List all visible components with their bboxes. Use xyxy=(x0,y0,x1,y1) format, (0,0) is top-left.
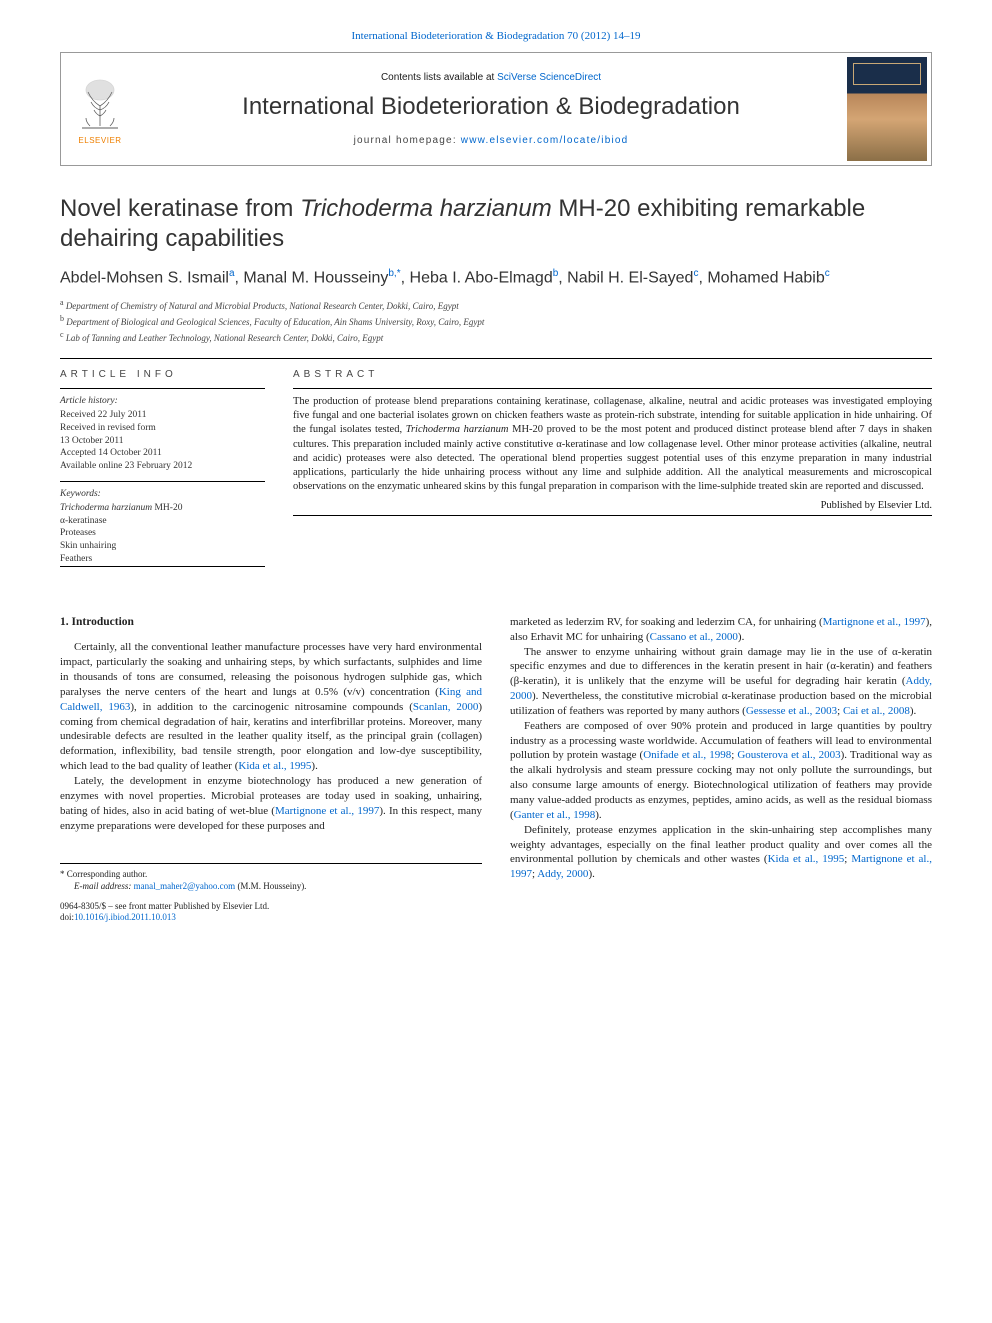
body-col-right: marketed as lederzim RV, for soaking and… xyxy=(510,615,932,924)
copyright-block: 0964-8305/$ – see front matter Published… xyxy=(60,901,482,924)
journal-homepage: journal homepage: www.elsevier.com/locat… xyxy=(354,135,629,146)
contents-available: Contents lists available at SciVerse Sci… xyxy=(381,72,601,83)
article-title: Novel keratinase from Trichoderma harzia… xyxy=(60,194,932,254)
homepage-prefix: journal homepage: xyxy=(354,135,461,146)
cover-thumbnail xyxy=(847,57,927,161)
article-info-heading: ARTICLE INFO xyxy=(60,359,265,388)
author-2: , Manal M. Housseiny xyxy=(235,269,389,286)
journal-title: International Biodeterioration & Biodegr… xyxy=(242,93,740,121)
col2-p1: marketed as lederzim RV, for soaking and… xyxy=(510,615,932,645)
ref-link[interactable]: Kida et al., 1995 xyxy=(768,853,845,865)
email-link[interactable]: manal_maher2@yahoo.com xyxy=(134,881,236,891)
citation-link[interactable]: International Biodeterioration & Biodegr… xyxy=(352,30,641,42)
ref-link[interactable]: Ganter et al., 1998 xyxy=(514,809,596,821)
title-pre: Novel keratinase from xyxy=(60,195,300,222)
revised-line1: Received in revised form xyxy=(60,422,265,435)
col2-p3: Feathers are composed of over 90% protei… xyxy=(510,719,932,823)
sciencedirect-link[interactable]: SciVerse ScienceDirect xyxy=(497,72,601,83)
email-suffix: (M.M. Housseiny). xyxy=(235,881,306,891)
header-center: Contents lists available at SciVerse Sci… xyxy=(139,53,843,165)
intro-heading: 1. Introduction xyxy=(60,615,482,631)
intro-p2: Lately, the development in enzyme biotec… xyxy=(60,774,482,833)
ref-link[interactable]: Cai et al., 2008 xyxy=(843,705,910,717)
journal-header: ELSEVIER Contents lists available at Sci… xyxy=(60,52,932,166)
journal-cover xyxy=(843,53,931,165)
ref-link[interactable]: Gousterova et al., 2003 xyxy=(737,749,840,761)
article-info-col: ARTICLE INFO Article history: Received 2… xyxy=(60,359,265,566)
authors-list: Abdel-Mohsen S. Ismaila, Manal M. Housse… xyxy=(60,268,932,287)
affiliations: a Department of Chemistry of Natural and… xyxy=(60,297,932,344)
divider xyxy=(293,515,932,516)
received-date: Received 22 July 2011 xyxy=(60,409,265,422)
issn-line: 0964-8305/$ – see front matter Published… xyxy=(60,901,482,913)
ref-link[interactable]: Onifade et al., 1998 xyxy=(643,749,731,761)
keyword-5: Feathers xyxy=(60,553,265,566)
ref-link[interactable]: Martignone et al., 1997 xyxy=(823,616,926,628)
elsevier-tree-icon xyxy=(70,74,130,134)
online-date: Available online 23 February 2012 xyxy=(60,460,265,473)
ref-link[interactable]: Addy, 2000 xyxy=(537,868,588,880)
corresponding-author: * Corresponding author. xyxy=(60,869,482,881)
affiliation-a: a Department of Chemistry of Natural and… xyxy=(60,297,932,313)
divider xyxy=(60,566,265,567)
keywords: Keywords: Trichoderma harzianum MH-20 α-… xyxy=(60,482,265,566)
article-history: Article history: Received 22 July 2011 R… xyxy=(60,389,265,473)
abstract-species: Trichoderma harzianum xyxy=(406,424,509,435)
homepage-link[interactable]: www.elsevier.com/locate/ibiod xyxy=(461,135,629,146)
title-species: Trichoderma harzianum xyxy=(300,195,552,222)
keyword-4: Skin unhairing xyxy=(60,540,265,553)
affil-sup-c2[interactable]: c xyxy=(825,268,830,279)
affiliation-b: b Department of Biological and Geologica… xyxy=(60,313,932,329)
keyword-1: Trichoderma harzianum MH-20 xyxy=(60,502,265,515)
abstract-heading: ABSTRACT xyxy=(293,359,932,388)
affiliation-c: c Lab of Tanning and Leather Technology,… xyxy=(60,329,932,345)
col2-p4: Definitely, protease enzymes application… xyxy=(510,823,932,882)
abstract-text: The production of protease blend prepara… xyxy=(293,389,932,494)
body-columns: 1. Introduction Certainly, all the conve… xyxy=(60,615,932,924)
accepted-date: Accepted 14 October 2011 xyxy=(60,447,265,460)
keyword-3: Proteases xyxy=(60,527,265,540)
ref-link[interactable]: Cassano et al., 2000 xyxy=(650,631,738,643)
footnotes: * Corresponding author. E-mail address: … xyxy=(60,863,482,924)
journal-citation: International Biodeterioration & Biodegr… xyxy=(60,30,932,42)
revised-line2: 13 October 2011 xyxy=(60,435,265,448)
publisher-logo: ELSEVIER xyxy=(61,53,139,165)
col2-p2: The answer to enzyme unhairing without g… xyxy=(510,645,932,719)
publisher-name: ELSEVIER xyxy=(78,136,121,145)
ref-link[interactable]: Martignone et al., 1997 xyxy=(275,805,379,817)
abstract-col: ABSTRACT The production of protease blen… xyxy=(293,359,932,566)
body-col-left: 1. Introduction Certainly, all the conve… xyxy=(60,615,482,924)
ref-link[interactable]: Kida et al., 1995 xyxy=(238,760,311,772)
contents-prefix: Contents lists available at xyxy=(381,72,497,83)
keyword-2: α-keratinase xyxy=(60,515,265,528)
ref-link[interactable]: Gessesse et al., 2003 xyxy=(746,705,837,717)
ref-link[interactable]: Scanlan, 2000 xyxy=(413,701,478,713)
email-line: E-mail address: manal_maher2@yahoo.com (… xyxy=(60,881,482,893)
author-5: , Mohamed Habib xyxy=(698,269,824,286)
author-3: , Heba I. Abo-Elmagd xyxy=(401,269,553,286)
email-label: E-mail address: xyxy=(74,881,134,891)
author-1: Abdel-Mohsen S. Ismail xyxy=(60,269,229,286)
published-by: Published by Elsevier Ltd. xyxy=(293,500,932,511)
info-abstract-row: ARTICLE INFO Article history: Received 2… xyxy=(60,359,932,566)
keywords-label: Keywords: xyxy=(60,488,265,501)
intro-p1: Certainly, all the conventional leather … xyxy=(60,640,482,774)
doi-link[interactable]: 10.1016/j.ibiod.2011.10.013 xyxy=(74,912,176,922)
author-4: , Nabil H. El-Sayed xyxy=(558,269,693,286)
doi-line: doi:10.1016/j.ibiod.2011.10.013 xyxy=(60,912,482,924)
affil-sup-b1[interactable]: b, xyxy=(388,268,396,279)
history-label: Article history: xyxy=(60,395,265,408)
